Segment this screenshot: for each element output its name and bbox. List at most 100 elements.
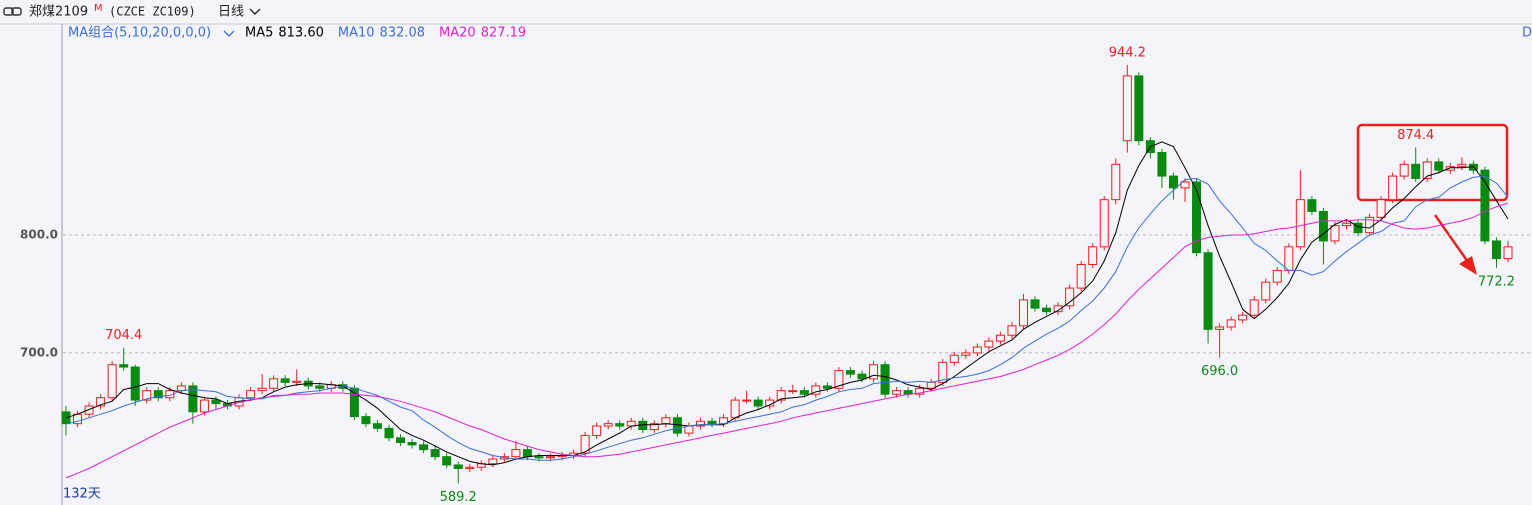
- candle-body: [1388, 175, 1398, 201]
- candle-body: [1503, 246, 1513, 260]
- candle-body: [915, 387, 925, 395]
- candle-body: [984, 340, 994, 348]
- candle-body: [1411, 163, 1421, 179]
- candle-body: [269, 378, 279, 389]
- candle-body: [257, 387, 267, 392]
- extreme-label: 772.2: [1478, 274, 1515, 289]
- candle-body: [661, 417, 671, 425]
- candle-body: [199, 399, 209, 413]
- legend-value: 827.19: [481, 26, 527, 41]
- candle-body: [1399, 163, 1409, 177]
- candle-body: [442, 456, 452, 466]
- candle-body: [1203, 252, 1213, 330]
- ma-line: [65, 175, 1509, 461]
- candle-body: [1318, 210, 1328, 242]
- candle-body: [1076, 264, 1086, 289]
- candle-body: [1157, 152, 1167, 177]
- candle-body: [753, 399, 763, 407]
- candle-body: [695, 420, 705, 427]
- candle-body: [707, 420, 717, 425]
- candle-body: [419, 444, 429, 451]
- badge: M: [94, 3, 103, 14]
- candle-body: [1053, 305, 1063, 313]
- candle-body: [834, 370, 844, 389]
- candle-body: [1226, 319, 1236, 328]
- candle-body: [776, 390, 786, 401]
- candle-body: [246, 390, 256, 399]
- candle-body: [1007, 325, 1017, 336]
- legend-name: MA10: [338, 26, 375, 41]
- candle-body: [845, 370, 855, 375]
- candle-body: [292, 380, 302, 383]
- candle-body: [142, 390, 152, 401]
- candle-body: [1284, 246, 1294, 271]
- candle-body: [153, 390, 163, 399]
- legend-name: MA5: [245, 26, 273, 41]
- candle-body: [372, 423, 382, 429]
- candle-body: [130, 366, 140, 401]
- candle-body: [892, 390, 902, 395]
- extreme-label: 944.2: [1109, 46, 1146, 61]
- candle-body: [465, 466, 475, 469]
- candle-body: [949, 354, 959, 363]
- candle-body: [1111, 163, 1121, 201]
- icon-part: [11, 7, 22, 16]
- candle-body: [1238, 314, 1248, 321]
- candle-body: [315, 385, 325, 389]
- candle-body: [938, 361, 948, 383]
- candle-body: [1491, 240, 1501, 260]
- period[interactable]: 日线: [218, 5, 244, 20]
- candle-body: [280, 378, 290, 383]
- candle-body: [649, 423, 659, 431]
- candle-body: [488, 458, 498, 465]
- indicator-chevron[interactable]: [223, 30, 235, 37]
- arrow-head: [1459, 256, 1477, 275]
- candle-body: [742, 399, 752, 402]
- legend-value: 813.60: [278, 26, 324, 41]
- candle-body: [1330, 225, 1340, 242]
- candle-body: [603, 423, 613, 427]
- candle-body: [592, 425, 602, 436]
- candle-body: [1376, 199, 1386, 218]
- candle-body: [453, 464, 463, 469]
- candle-body: [107, 364, 117, 399]
- candle-body: [430, 449, 440, 458]
- indicator-group[interactable]: MA组合(5,10,20,0,0,0): [68, 26, 211, 41]
- highlight-box: [1356, 123, 1509, 202]
- link-icon[interactable]: [3, 7, 22, 16]
- candle-body: [96, 397, 106, 407]
- candle-body: [580, 434, 590, 454]
- y-tick-label: 800.0: [20, 228, 58, 242]
- candle-body: [1122, 75, 1132, 142]
- candle-body: [880, 364, 890, 395]
- candle-body: [1180, 181, 1190, 189]
- candle-body: [1065, 287, 1075, 307]
- legend-value: 832.08: [380, 26, 426, 41]
- extreme-label: 696.0: [1201, 364, 1238, 379]
- candle-body: [1307, 199, 1317, 212]
- candle-body: [857, 373, 867, 380]
- candle-body: [211, 399, 221, 405]
- candle-body: [869, 364, 879, 380]
- candle-body: [546, 456, 556, 459]
- candle-body: [1215, 326, 1225, 330]
- candle-body: [384, 427, 394, 439]
- candle-body: [961, 352, 971, 356]
- candle-body: [926, 381, 936, 389]
- candle-body: [119, 364, 129, 368]
- candle-body: [1134, 75, 1144, 142]
- candle-body: [1457, 163, 1467, 168]
- period-chevron[interactable]: [249, 8, 261, 15]
- candle-body: [396, 437, 406, 444]
- candle-body: [84, 405, 94, 415]
- candle-body: [995, 334, 1005, 342]
- candle-body: [1168, 175, 1178, 189]
- candle-body: [1353, 222, 1363, 234]
- candle-body: [511, 449, 521, 458]
- candle-body: [1249, 299, 1259, 316]
- corner-label: D: [1522, 26, 1532, 41]
- candle-body: [799, 390, 809, 395]
- candle-body: [1099, 199, 1109, 248]
- candle-body: [361, 416, 371, 425]
